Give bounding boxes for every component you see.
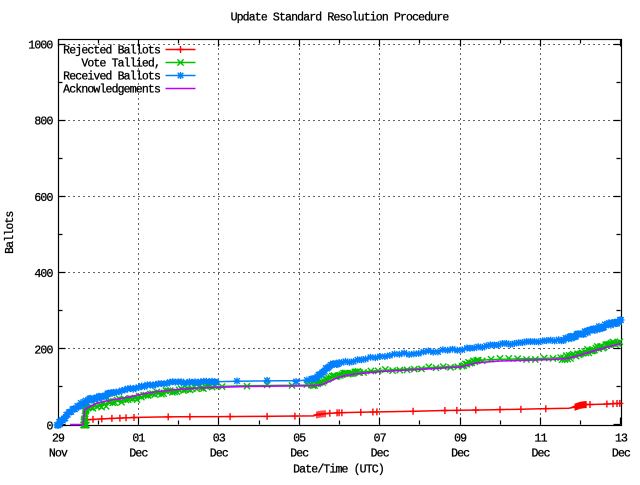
svg-text:Dec: Dec	[371, 448, 390, 461]
svg-text:Date/Time (UTC): Date/Time (UTC)	[293, 464, 384, 477]
svg-text:05: 05	[293, 433, 306, 446]
svg-text:Received Ballots: Received Ballots	[63, 71, 160, 84]
svg-text:01: 01	[132, 433, 145, 446]
svg-text:Dec: Dec	[290, 448, 309, 461]
svg-text:Dec: Dec	[531, 448, 550, 461]
svg-text:Update Standard Resolution Pro: Update Standard Resolution Procedure	[231, 12, 450, 25]
svg-text:Ballots: Ballots	[4, 212, 17, 254]
svg-text:600: 600	[34, 192, 53, 205]
svg-text:200: 200	[34, 344, 53, 357]
svg-text:Dec: Dec	[612, 448, 631, 461]
svg-text:Dec: Dec	[129, 448, 148, 461]
svg-text:03: 03	[213, 433, 226, 446]
svg-text:Dec: Dec	[451, 448, 470, 461]
svg-text:0: 0	[46, 421, 53, 434]
svg-text:09: 09	[454, 433, 467, 446]
svg-text:Acknowledgements: Acknowledgements	[63, 84, 160, 97]
svg-text:13: 13	[615, 433, 628, 446]
svg-text:Rejected Ballots: Rejected Ballots	[63, 45, 160, 58]
svg-text:11: 11	[535, 433, 548, 446]
svg-text:1000: 1000	[28, 40, 53, 53]
svg-text:29: 29	[52, 433, 65, 446]
svg-text:07: 07	[374, 433, 386, 446]
svg-text:Nov: Nov	[49, 448, 68, 461]
svg-text:800: 800	[34, 116, 53, 129]
svg-text:Dec: Dec	[210, 448, 229, 461]
svg-text:Vote Tallied,: Vote Tallied,	[81, 58, 160, 71]
svg-text:400: 400	[34, 268, 53, 281]
